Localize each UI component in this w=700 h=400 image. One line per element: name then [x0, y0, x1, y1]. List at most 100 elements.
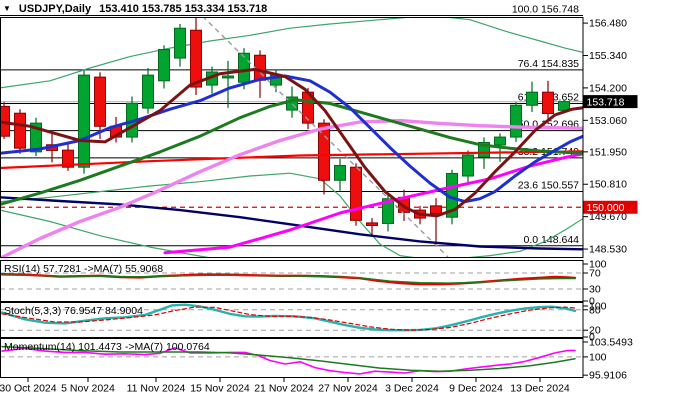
candlestick [78, 70, 90, 174]
candle-body-bull [478, 141, 490, 158]
candle-body-bear [318, 122, 330, 181]
fib-level-label: 0.0 148.644 [524, 234, 580, 246]
price-tick-label: 148.530 [589, 244, 627, 256]
current-price-badge: 153.718 [583, 95, 638, 108]
candlestick [94, 72, 106, 140]
candle-body-bull [462, 154, 474, 177]
candle-body-bull [238, 52, 250, 83]
fib-level-label: 50.0 152.696 [518, 119, 579, 131]
alert-price-badge-bg [583, 200, 638, 214]
candlestick [0, 102, 10, 140]
fib-level-label: 23.6 150.557 [518, 179, 579, 191]
panel-border [0, 338, 584, 378]
candle-body-bull [334, 164, 346, 181]
price-tick-label: 153.060 [589, 115, 627, 127]
chevron-down-icon[interactable]: ▼ [3, 4, 11, 13]
candlestick [222, 60, 234, 108]
candle-body-bull [222, 75, 234, 79]
chart-symbol-title: USDJPY,Daily [18, 3, 92, 15]
indicator-tick-label: 20 [589, 325, 601, 337]
ma-fast-line [0, 67, 583, 218]
date-tick-label: 11 Nov 2024 [127, 383, 186, 395]
price-tick-label: 155.340 [589, 50, 627, 62]
date-tick-label: 27 Nov 2024 [318, 383, 378, 395]
candlestick [62, 141, 74, 171]
candlestick [318, 119, 330, 195]
candle-body-bear [350, 166, 362, 221]
indicator-tick-label: 70 [589, 268, 601, 280]
date-tick-label: 3 Dec 2024 [385, 383, 439, 395]
candle-body-bull [30, 122, 42, 153]
current-price-badge-text: 153.718 [587, 96, 625, 108]
candle-body-bull [158, 49, 170, 82]
candlestick [158, 45, 170, 89]
price-tick-label: 154.200 [589, 82, 627, 94]
chart-titlebar: ▼ USDJPY,Daily 153.410 153.785 153.334 1… [3, 1, 267, 17]
date-tick-label: 15 Nov 2024 [190, 383, 250, 395]
candle-body-bear [366, 222, 378, 226]
price-tick-label: 151.950 [589, 146, 627, 158]
ma-xlong-line [163, 152, 583, 255]
candlestick [142, 68, 154, 114]
fib-level-label: 76.4 154.835 [518, 58, 579, 70]
date-tick-label: 13 Dec 2024 [510, 383, 570, 395]
panel-border [0, 302, 584, 338]
indicator-tick-label: 100 [589, 259, 607, 271]
indicator-tick-label: 0 [589, 332, 595, 344]
candlestick [206, 66, 218, 94]
indicator-tick-label: 80 [589, 304, 601, 316]
candle-body-bear [542, 91, 554, 114]
indicator-label: Momentum(14) 101.4473 ->MA(7) 100.0764 [4, 341, 210, 353]
candle-body-bull [142, 74, 154, 109]
date-tick-label: 21 Nov 2024 [254, 383, 314, 395]
candlestick [462, 150, 474, 185]
band-aux-line [0, 209, 210, 257]
momentum-ma-line [1, 345, 576, 372]
candle-body-bear [62, 149, 74, 168]
resistance-line [0, 150, 583, 170]
indicator-tick-label: 95.9106 [589, 370, 627, 382]
candlestick [526, 81, 538, 113]
candle-body-bear [94, 76, 106, 127]
candle-body-bull [78, 74, 90, 168]
price-tick-label: 156.480 [589, 18, 627, 30]
candle-body-bear [14, 112, 26, 149]
alert-price-badge-text: 150.000 [587, 202, 625, 214]
candlestick [350, 163, 362, 226]
band-lower-line [0, 172, 583, 257]
candle-body-bear [254, 54, 266, 81]
candle-body-bear [430, 205, 442, 215]
price-tick-label: 149.670 [589, 211, 627, 223]
candlestick [542, 80, 554, 120]
indicator-tick-label: 0 [589, 296, 595, 308]
candle-body-bull [510, 104, 522, 138]
rsi-ma-line [1, 274, 576, 284]
candlestick [366, 218, 378, 237]
indicator-tick-label: 103.5493 [589, 337, 633, 349]
main-panel-border [0, 17, 584, 258]
candle-body-bull [494, 136, 506, 146]
candlestick [430, 198, 442, 246]
panel-border [0, 260, 584, 302]
indicator-tick-label: 100 [589, 301, 607, 313]
candle-body-bull [174, 27, 186, 59]
stoch-d-line [1, 306, 576, 331]
indicator-label: Stoch(5,3,3) 76.9547 84.9004 [4, 305, 143, 317]
indicator-tick-label: 100 [589, 351, 607, 363]
candle-body-bull [526, 91, 538, 106]
candlestick [510, 102, 522, 142]
candlestick [14, 109, 26, 154]
trendline[interactable] [196, 10, 449, 257]
candle-body-bear [190, 29, 202, 88]
date-tick-label: 30 Oct 2024 [0, 383, 57, 395]
ma-slow-line [0, 98, 583, 206]
alert-price-badge[interactable]: 150.000 [583, 200, 638, 214]
date-tick-label: 9 Dec 2024 [449, 383, 503, 395]
candlestick [254, 50, 266, 98]
chart-ohlc-values: 153.410 153.785 153.334 153.718 [99, 3, 268, 15]
momentum-line [1, 347, 576, 375]
candlestick [174, 23, 186, 67]
price-tick-label: 150.810 [589, 179, 627, 191]
